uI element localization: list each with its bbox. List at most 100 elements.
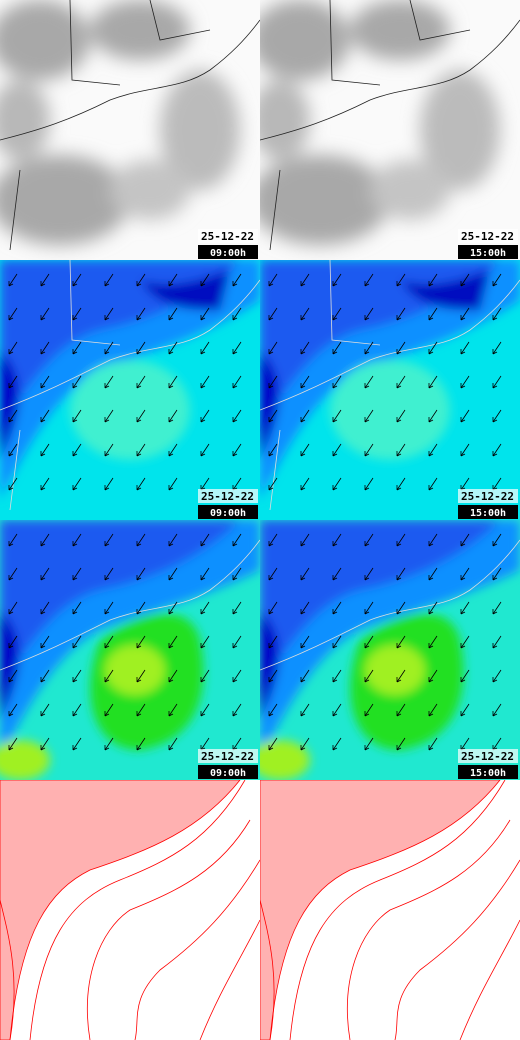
- wind-arrow: [428, 273, 438, 287]
- wind-arrow: [168, 669, 178, 683]
- wind-arrow: [300, 375, 310, 389]
- wind-arrow: [332, 307, 342, 321]
- date-label: 25-12-22: [201, 490, 254, 503]
- wind-arrow: [460, 567, 470, 581]
- wind-arrow: [136, 477, 146, 491]
- wind-arrow: [136, 443, 146, 457]
- wind-arrow: [300, 533, 310, 547]
- wind-arrow: [8, 477, 18, 491]
- wind-arrow: [200, 533, 210, 547]
- wind-arrow: [332, 443, 342, 457]
- time-label: 15:00h: [470, 768, 506, 779]
- wind-arrow: [136, 273, 146, 287]
- wind-arrow: [428, 375, 438, 389]
- wind-arrow: [268, 567, 278, 581]
- wind-arrow: [300, 669, 310, 683]
- date-label: 25-12-22: [201, 230, 254, 243]
- wind-arrow: [104, 341, 114, 355]
- wind-arrow: [300, 341, 310, 355]
- wind-arrow: [8, 375, 18, 389]
- wind-arrow: [332, 409, 342, 423]
- wind-arrow: [364, 307, 374, 321]
- wind-arrow: [364, 443, 374, 457]
- cloud-map: [250, 0, 520, 260]
- wind-arrow: [168, 601, 178, 615]
- wind-arrow: [428, 703, 438, 717]
- wind-arrow: [364, 703, 374, 717]
- wind-arrow: [492, 703, 502, 717]
- wind-arrow: [136, 737, 146, 751]
- wind-arrow: [492, 375, 502, 389]
- wind-arrow: [136, 601, 146, 615]
- wind-arrow: [200, 703, 210, 717]
- wind-arrow: [332, 737, 342, 751]
- wind-arrow: [268, 533, 278, 547]
- wind-arrow: [268, 601, 278, 615]
- wind-arrow: [168, 567, 178, 581]
- wind-arrow: [72, 533, 82, 547]
- wind-arrow: [300, 703, 310, 717]
- wind-arrow: [72, 409, 82, 423]
- wind-arrow: [364, 409, 374, 423]
- wind-arrow: [200, 273, 210, 287]
- wind-arrow: [300, 635, 310, 649]
- date-bg: [198, 749, 258, 763]
- wind-arrow: [168, 635, 178, 649]
- wind-arrow: [168, 737, 178, 751]
- wind-arrow: [300, 737, 310, 751]
- wind-arrow: [492, 601, 502, 615]
- wind-arrow: [492, 409, 502, 423]
- wind-arrow: [492, 635, 502, 649]
- wind-arrow: [8, 601, 18, 615]
- wind-arrow: [232, 375, 242, 389]
- wind-arrow: [268, 273, 278, 287]
- wind-arrow: [8, 669, 18, 683]
- wind-arrow: [168, 375, 178, 389]
- wind-arrow: [8, 635, 18, 649]
- date-bg: [198, 229, 258, 243]
- contour-map: [0, 780, 260, 1040]
- time-bg: [198, 245, 258, 259]
- wind-arrow: [332, 375, 342, 389]
- wind-arrow: [8, 567, 18, 581]
- wind-arrow: [168, 307, 178, 321]
- wind-arrow: [200, 307, 210, 321]
- wind-arrow: [268, 307, 278, 321]
- wind-arrow: [232, 669, 242, 683]
- date-label: 25-12-22: [461, 750, 514, 763]
- wind-arrow: [460, 341, 470, 355]
- wind-arrow: [200, 635, 210, 649]
- wind-arrow: [460, 703, 470, 717]
- row-wind-2: [0, 520, 520, 780]
- date-bg: [458, 229, 518, 243]
- wind-arrow: [8, 533, 18, 547]
- wind-arrow: [104, 737, 114, 751]
- wind-arrow: [104, 307, 114, 321]
- wind-arrow: [428, 635, 438, 649]
- wind-arrow: [104, 601, 114, 615]
- wind-arrow: [332, 567, 342, 581]
- wind-arrow: [104, 635, 114, 649]
- wind-arrow: [104, 533, 114, 547]
- wind-arrow: [396, 635, 406, 649]
- wind-arrow: [40, 635, 50, 649]
- wind-arrow: [104, 273, 114, 287]
- wind-arrow: [72, 601, 82, 615]
- timestamp: 25-12-22 15:00h: [458, 489, 518, 519]
- wind-arrow: [300, 409, 310, 423]
- time-bg: [198, 505, 258, 519]
- wind-arrow: [200, 567, 210, 581]
- date-bg: [458, 749, 518, 763]
- wind-arrow: [40, 669, 50, 683]
- wind-arrow: [72, 477, 82, 491]
- wind-arrow: [268, 409, 278, 423]
- wind-arrow: [460, 635, 470, 649]
- wind-arrow: [364, 669, 374, 683]
- wind-arrow: [168, 533, 178, 547]
- wind-arrow: [40, 409, 50, 423]
- wind-arrow: [428, 341, 438, 355]
- wind-arrow: [268, 635, 278, 649]
- wind-arrow: [72, 443, 82, 457]
- date-label: 25-12-22: [201, 750, 254, 763]
